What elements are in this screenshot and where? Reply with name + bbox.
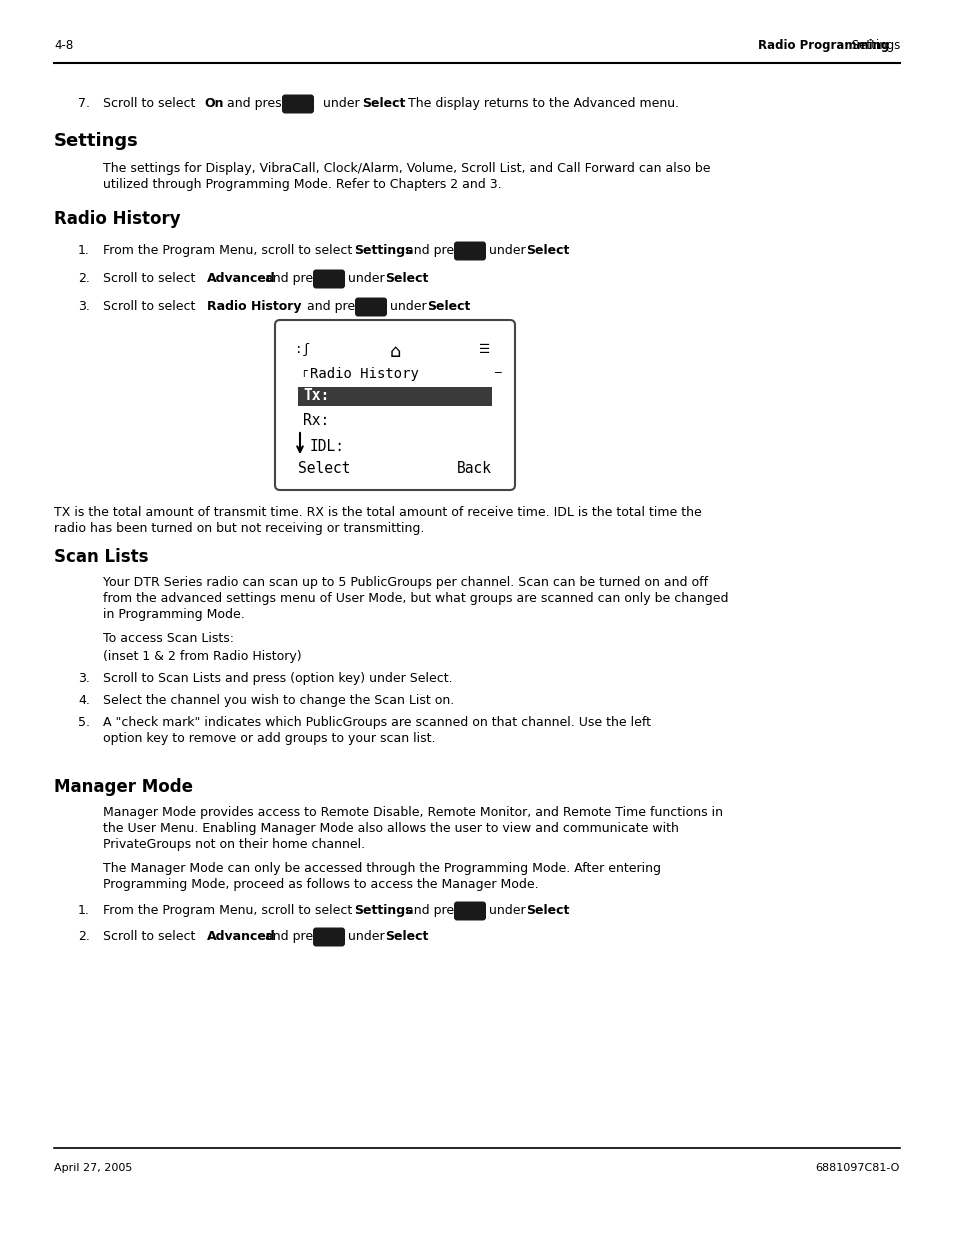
Text: and press: and press: [261, 272, 326, 285]
Text: Rx:: Rx:: [303, 412, 329, 429]
Text: Scroll to Scan Lists and press (option key) under Select.: Scroll to Scan Lists and press (option k…: [103, 672, 452, 685]
Text: Tx:: Tx:: [303, 388, 329, 403]
Text: ┌: ┌: [299, 367, 307, 377]
Text: ─: ─: [494, 367, 500, 377]
Text: A "check mark" indicates which PublicGroups are scanned on that channel. Use the: A "check mark" indicates which PublicGro…: [103, 716, 650, 729]
Text: .: .: [564, 904, 568, 918]
Text: Radio History: Radio History: [54, 210, 180, 228]
Text: From the Program Menu, scroll to select: From the Program Menu, scroll to select: [103, 904, 355, 918]
FancyBboxPatch shape: [454, 242, 485, 261]
Text: .: .: [423, 930, 428, 944]
Text: : Settings: : Settings: [842, 40, 899, 52]
Text: and press: and press: [303, 300, 368, 312]
Text: 2.: 2.: [78, 272, 90, 285]
Text: Settings: Settings: [354, 904, 412, 918]
Text: Manager Mode: Manager Mode: [54, 778, 193, 797]
Text: To access Scan Lists:: To access Scan Lists:: [103, 632, 233, 645]
Text: 1.: 1.: [78, 245, 90, 257]
Text: from the advanced settings menu of User Mode, but what groups are scanned can on: from the advanced settings menu of User …: [103, 592, 728, 605]
Text: . The display returns to the Advanced menu.: . The display returns to the Advanced me…: [399, 98, 679, 110]
Text: under: under: [344, 930, 388, 944]
Text: On: On: [204, 98, 223, 110]
Text: under: under: [386, 300, 430, 312]
Text: Scan Lists: Scan Lists: [54, 548, 149, 566]
Text: in Programming Mode.: in Programming Mode.: [103, 608, 245, 621]
Text: 3.: 3.: [78, 300, 90, 312]
Text: Advanced: Advanced: [207, 930, 275, 944]
Text: PrivateGroups not on their home channel.: PrivateGroups not on their home channel.: [103, 839, 365, 851]
Text: under: under: [344, 272, 388, 285]
Text: ☰: ☰: [478, 343, 490, 356]
Text: .: .: [423, 272, 428, 285]
Text: under: under: [484, 904, 529, 918]
Text: Scroll to select: Scroll to select: [103, 272, 199, 285]
Text: 6881097C81-O: 6881097C81-O: [815, 1163, 899, 1173]
Text: The settings for Display, VibraCall, Clock/Alarm, Volume, Scroll List, and Call : The settings for Display, VibraCall, Clo…: [103, 162, 710, 175]
Text: (inset 1 & 2 from Radio History): (inset 1 & 2 from Radio History): [103, 650, 301, 663]
Text: Select: Select: [297, 461, 350, 475]
Text: The Manager Mode can only be accessed through the Programming Mode. After enteri: The Manager Mode can only be accessed th…: [103, 862, 660, 876]
Text: IDL:: IDL:: [310, 438, 345, 454]
FancyBboxPatch shape: [355, 298, 387, 316]
Text: Advanced: Advanced: [207, 272, 275, 285]
Text: Radio History: Radio History: [310, 367, 418, 382]
Text: under: under: [484, 245, 529, 257]
Text: Back: Back: [456, 461, 492, 475]
Text: Select: Select: [427, 300, 470, 312]
FancyBboxPatch shape: [274, 320, 515, 490]
Text: .: .: [564, 245, 568, 257]
Text: and press: and press: [401, 245, 467, 257]
Text: TX is the total amount of transmit time. RX is the total amount of receive time.: TX is the total amount of transmit time.…: [54, 506, 701, 519]
Text: Scroll to select: Scroll to select: [103, 300, 199, 312]
Text: Radio History: Radio History: [207, 300, 301, 312]
FancyBboxPatch shape: [282, 95, 314, 114]
Text: Settings: Settings: [54, 132, 138, 149]
FancyBboxPatch shape: [313, 269, 345, 289]
Text: under: under: [318, 98, 363, 110]
Text: Manager Mode provides access to Remote Disable, Remote Monitor, and Remote Time : Manager Mode provides access to Remote D…: [103, 806, 722, 819]
Text: April 27, 2005: April 27, 2005: [54, 1163, 132, 1173]
Text: Settings: Settings: [354, 245, 412, 257]
Text: Select: Select: [361, 98, 405, 110]
Text: Programming Mode, proceed as follows to access the Manager Mode.: Programming Mode, proceed as follows to …: [103, 878, 538, 890]
Text: 5.: 5.: [78, 716, 90, 729]
Text: Select: Select: [525, 245, 569, 257]
Text: 3.: 3.: [78, 672, 90, 685]
Text: 4-8: 4-8: [54, 40, 73, 52]
FancyBboxPatch shape: [454, 902, 485, 920]
Text: 4.: 4.: [78, 694, 90, 706]
Text: utilized through Programming Mode. Refer to Chapters 2 and 3.: utilized through Programming Mode. Refer…: [103, 178, 501, 191]
Text: radio has been turned on but not receiving or transmitting.: radio has been turned on but not receivi…: [54, 522, 424, 535]
Text: :ʃ: :ʃ: [294, 343, 310, 356]
Text: Scroll to select: Scroll to select: [103, 930, 199, 944]
Text: Radio Programming: Radio Programming: [758, 40, 888, 52]
Text: From the Program Menu, scroll to select: From the Program Menu, scroll to select: [103, 245, 355, 257]
FancyBboxPatch shape: [313, 927, 345, 946]
Text: Select the channel you wish to change the Scan List on.: Select the channel you wish to change th…: [103, 694, 454, 706]
Text: Select: Select: [385, 272, 428, 285]
Text: 1.: 1.: [78, 904, 90, 918]
Text: and press: and press: [261, 930, 326, 944]
Text: Select: Select: [385, 930, 428, 944]
Text: and press: and press: [223, 98, 288, 110]
Text: 2.: 2.: [78, 930, 90, 944]
Text: option key to remove or add groups to your scan list.: option key to remove or add groups to yo…: [103, 732, 435, 745]
Text: ⌂: ⌂: [389, 343, 400, 361]
Text: Your DTR Series radio can scan up to 5 PublicGroups per channel. Scan can be tur: Your DTR Series radio can scan up to 5 P…: [103, 576, 707, 589]
Bar: [297, 387, 492, 406]
Text: the User Menu. Enabling Manager Mode also allows the user to view and communicat: the User Menu. Enabling Manager Mode als…: [103, 823, 679, 835]
Text: Select: Select: [525, 904, 569, 918]
Text: and press: and press: [401, 904, 467, 918]
Text: Scroll to select: Scroll to select: [103, 98, 199, 110]
Text: 7.: 7.: [78, 98, 90, 110]
Text: .: .: [465, 300, 470, 312]
